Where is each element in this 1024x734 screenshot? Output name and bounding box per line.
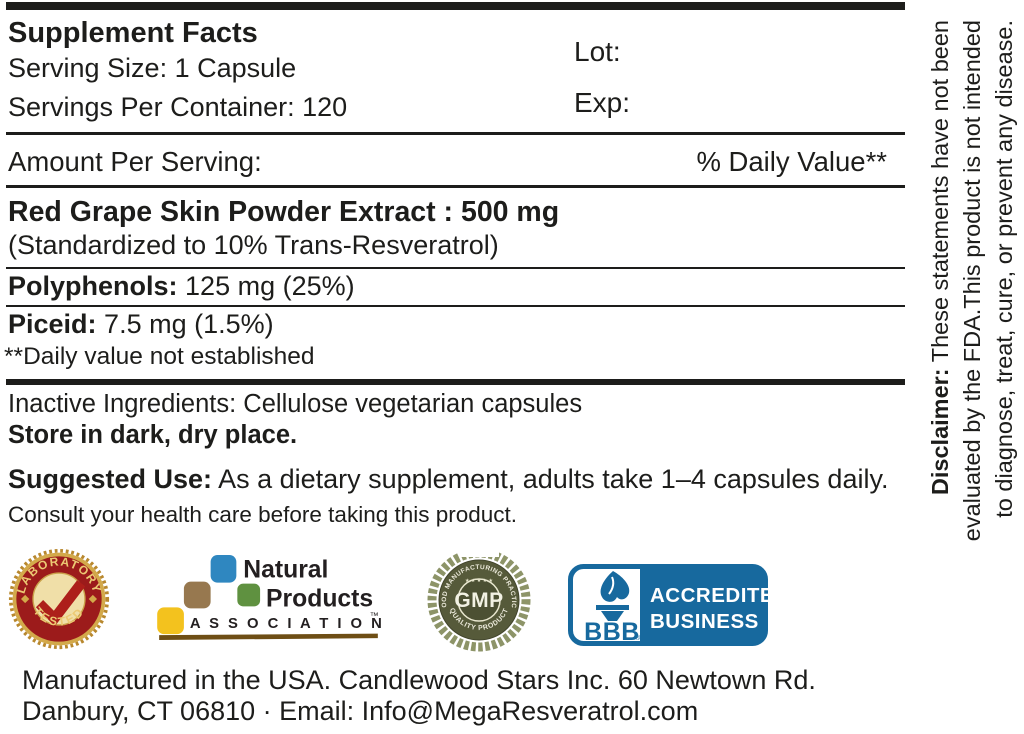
npa-brown-square xyxy=(183,581,211,609)
piceid-label: Piceid: xyxy=(8,309,97,339)
gmp-center-text: GMP xyxy=(454,589,503,612)
npa-word-association: A S S O C I A T I O N xyxy=(190,616,384,632)
bbb-torch-stem xyxy=(601,611,624,621)
piceid-value: 7.5 mg (1.5%) xyxy=(104,309,274,339)
bbb-torch-bowl xyxy=(596,605,629,610)
lot-exp-block: Lot: Exp: xyxy=(574,26,630,128)
bbb-acronym: BBB xyxy=(584,618,640,646)
bbb-accredited-business-logo-icon: BBB ® ACCREDITED BUSINESS xyxy=(568,564,768,646)
checkmark-icon xyxy=(35,580,86,627)
bbb-registered-mark: ® xyxy=(635,634,641,642)
lot-label: Lot: xyxy=(574,36,621,67)
npa-green-square xyxy=(237,583,261,607)
npa-word-natural: Natural xyxy=(243,557,328,584)
label-sheet: Supplement Facts Serving Size: 1 Capsule… xyxy=(4,0,905,727)
bbb-blue-panel xyxy=(640,566,766,644)
polyphenols-label: Polyphenols: xyxy=(8,271,178,301)
seal-diamond-right xyxy=(88,594,98,604)
storage-instruction: Store in dark, dry place. xyxy=(8,421,298,449)
serving-size-line: Serving Size: 1 Capsule xyxy=(8,53,297,83)
bbb-torch-flame-icon xyxy=(600,571,630,602)
top-rule xyxy=(6,2,905,10)
seal-diamond-left xyxy=(20,594,30,604)
supplement-facts-title: Supplement Facts xyxy=(8,17,258,49)
suggested-use-label: Suggested Use: xyxy=(8,464,213,494)
divider-thick-2 xyxy=(6,185,905,188)
daily-value-footnote: **Daily value not established xyxy=(4,343,315,370)
disclaimer-line-1: Disclaimer: These statements have not be… xyxy=(924,20,956,630)
npa-yellow-square xyxy=(157,607,184,635)
disclaimer-label: Disclaimer: xyxy=(927,368,953,496)
standardization-line: (Standardized to 10% Trans-Resveratrol) xyxy=(8,230,499,260)
disclaimer-vertical-text: Disclaimer: These statements have not be… xyxy=(924,20,1020,630)
divider-thick-1 xyxy=(6,132,905,135)
divider-thick-3 xyxy=(6,379,905,385)
natural-products-association-logo-icon: Natural Products A S S O C I A T I O N ™ xyxy=(157,554,384,641)
manufacturer-block: Manufactured in the USA. Candlewood Star… xyxy=(6,665,905,727)
seal-scalloped-edge xyxy=(8,548,110,650)
bbb-business-text: BUSINESS xyxy=(650,610,759,633)
polyphenols-value: 125 mg (25%) xyxy=(185,271,355,301)
disclaimer-line-1-text: These statements have not been xyxy=(927,20,953,363)
daily-value-header: % Daily Value** xyxy=(696,146,887,177)
laboratory-tested-seal-icon: LABORATORY TESTED xyxy=(8,548,110,650)
bbb-torch-flame-slit xyxy=(608,576,615,595)
suggested-use-text: As a dietary supplement, adults take 1–4… xyxy=(218,464,889,494)
npa-word-products: Products xyxy=(266,585,373,612)
gmp-wreath-gap xyxy=(459,546,499,557)
amount-per-serving-row: Amount Per Serving: % Daily Value** xyxy=(6,142,905,181)
gmp-seal-icon: GOOD MANUFACTURING PRACTICE ★ ★ ★ ★ ★ GM… xyxy=(423,546,531,652)
exp-label: Exp: xyxy=(574,87,631,118)
gmp-stars: ★ ★ ★ ★ ★ xyxy=(465,578,493,584)
npa-blue-square xyxy=(210,554,237,583)
bbb-accredited-text: ACCREDITED xyxy=(650,584,768,607)
servings-per-container-line: Servings Per Container: 120 xyxy=(8,91,348,122)
certification-badges-row: LABORATORY TESTED Natural Products A S S… xyxy=(6,544,905,656)
polyphenols-line: Polyphenols: 125 mg (25%) xyxy=(6,269,905,304)
npa-trademark: ™ xyxy=(370,610,379,620)
piceid-line: Piceid: 7.5 mg (1.5%) xyxy=(6,307,905,341)
divider-thin-2 xyxy=(6,305,905,307)
manufacturer-line-1: Manufactured in the USA. Candlewood Star… xyxy=(22,665,816,695)
npa-underline xyxy=(159,633,378,641)
main-ingredient-line: Red Grape Skin Powder Extract : 500 mg xyxy=(8,196,560,228)
amount-per-serving-label: Amount Per Serving: xyxy=(8,146,262,177)
disclaimer-line-3: to diagnose, treat, cure, or prevent any… xyxy=(991,20,1017,518)
suggested-use-paragraph: Suggested Use: As a dietary supplement, … xyxy=(6,463,905,531)
manufacturer-line-2: Danbury, CT 06810 · Email: Info@MegaResv… xyxy=(22,696,699,726)
inactive-ingredients-line: Inactive Ingredients: Cellulose vegetari… xyxy=(8,390,583,418)
disclaimer-line-2: evaluated by the FDA.This product is not… xyxy=(959,20,985,542)
suggested-use-note: Consult your health care before taking t… xyxy=(8,501,518,527)
divider-thin-1 xyxy=(6,267,905,269)
gmp-center-ring xyxy=(457,578,501,622)
